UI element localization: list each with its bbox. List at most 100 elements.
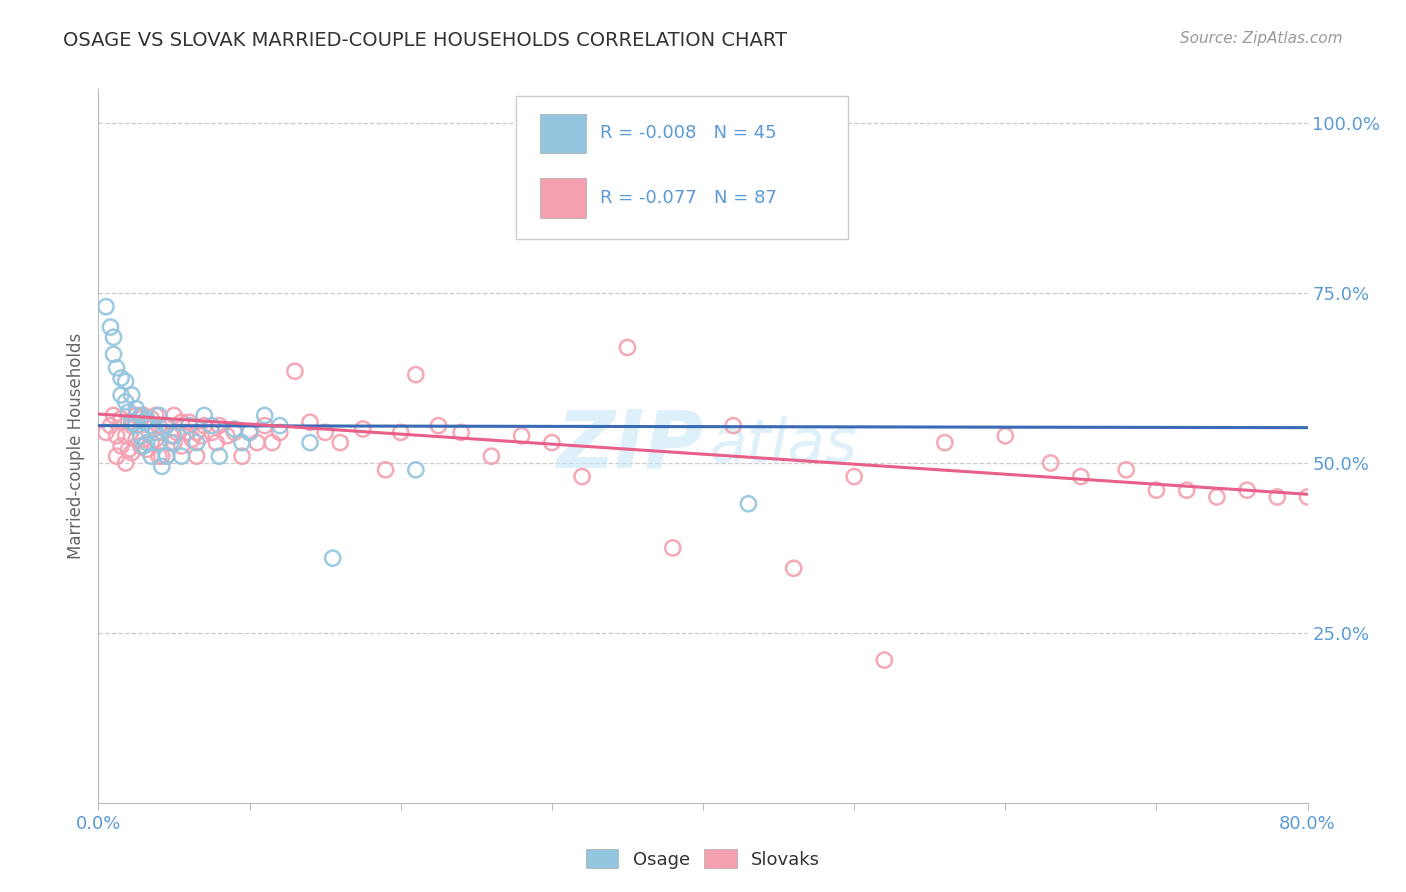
Point — [163, 409, 186, 423]
Point — [105, 429, 128, 443]
Point — [148, 418, 170, 433]
Point — [135, 442, 157, 457]
Point — [114, 429, 136, 443]
Point — [160, 429, 183, 443]
Point — [231, 449, 253, 463]
Text: atlas: atlas — [709, 417, 856, 475]
Point — [145, 432, 167, 446]
Point — [114, 394, 136, 409]
Point — [844, 469, 866, 483]
Point — [1236, 483, 1258, 498]
Point — [145, 409, 167, 423]
Point — [121, 418, 143, 433]
Point — [94, 425, 117, 440]
Point — [1115, 463, 1137, 477]
Point — [129, 412, 152, 426]
Point — [205, 435, 228, 450]
Point — [129, 429, 152, 443]
Point — [873, 653, 896, 667]
Text: R = -0.008   N = 45: R = -0.008 N = 45 — [600, 125, 778, 143]
Point — [110, 439, 132, 453]
Point — [208, 449, 231, 463]
Point — [994, 429, 1017, 443]
Point — [481, 449, 503, 463]
Point — [179, 418, 201, 433]
Point — [783, 561, 806, 575]
Point — [405, 463, 427, 477]
FancyBboxPatch shape — [540, 178, 586, 218]
Point — [132, 432, 155, 446]
Point — [132, 409, 155, 423]
Point — [181, 432, 204, 446]
Point — [540, 435, 562, 450]
Point — [208, 418, 231, 433]
Point — [121, 446, 143, 460]
Point — [1327, 497, 1350, 511]
Point — [231, 435, 253, 450]
Point — [322, 551, 344, 566]
Point — [105, 449, 128, 463]
Point — [1296, 490, 1319, 504]
Point — [163, 435, 186, 450]
Point — [121, 388, 143, 402]
Point — [141, 449, 163, 463]
Point — [110, 412, 132, 426]
Point — [160, 435, 183, 450]
Point — [118, 415, 141, 429]
Point — [224, 425, 246, 440]
Point — [284, 364, 307, 378]
Point — [166, 425, 188, 440]
Text: OSAGE VS SLOVAK MARRIED-COUPLE HOUSEHOLDS CORRELATION CHART: OSAGE VS SLOVAK MARRIED-COUPLE HOUSEHOLD… — [63, 31, 787, 50]
Point — [314, 425, 336, 440]
Point — [186, 425, 208, 440]
Point — [1267, 490, 1289, 504]
Point — [155, 449, 177, 463]
Point — [239, 425, 262, 440]
Point — [148, 449, 170, 463]
Point — [141, 435, 163, 450]
Point — [118, 442, 141, 457]
Point — [125, 432, 148, 446]
Point — [1175, 483, 1198, 498]
Point — [299, 415, 322, 429]
Point — [100, 418, 122, 433]
Point — [253, 409, 276, 423]
Point — [100, 320, 122, 334]
Point — [150, 449, 173, 463]
Point — [110, 388, 132, 402]
Y-axis label: Married-couple Households: Married-couple Households — [66, 333, 84, 559]
Point — [224, 422, 246, 436]
Point — [510, 429, 533, 443]
Point — [201, 425, 224, 440]
Text: R = -0.077   N = 87: R = -0.077 N = 87 — [600, 189, 778, 207]
Point — [262, 435, 284, 450]
Point — [170, 415, 193, 429]
Text: ZIP: ZIP — [555, 407, 703, 485]
FancyBboxPatch shape — [540, 114, 586, 153]
Point — [125, 418, 148, 433]
Point — [155, 449, 177, 463]
Point — [114, 375, 136, 389]
Point — [132, 439, 155, 453]
Point — [150, 459, 173, 474]
Point — [661, 541, 683, 555]
Point — [141, 418, 163, 433]
Point — [934, 435, 956, 450]
Point — [405, 368, 427, 382]
Point — [170, 449, 193, 463]
Point — [1144, 483, 1167, 498]
Point — [269, 425, 291, 440]
Point — [155, 418, 177, 433]
Point — [110, 371, 132, 385]
Point — [148, 435, 170, 450]
Point — [103, 409, 125, 423]
Point — [103, 330, 125, 344]
Point — [246, 435, 269, 450]
Point — [132, 415, 155, 429]
Point — [148, 409, 170, 423]
Point — [129, 409, 152, 423]
Point — [118, 405, 141, 419]
Point — [155, 418, 177, 433]
Point — [571, 469, 593, 483]
Point — [135, 435, 157, 450]
